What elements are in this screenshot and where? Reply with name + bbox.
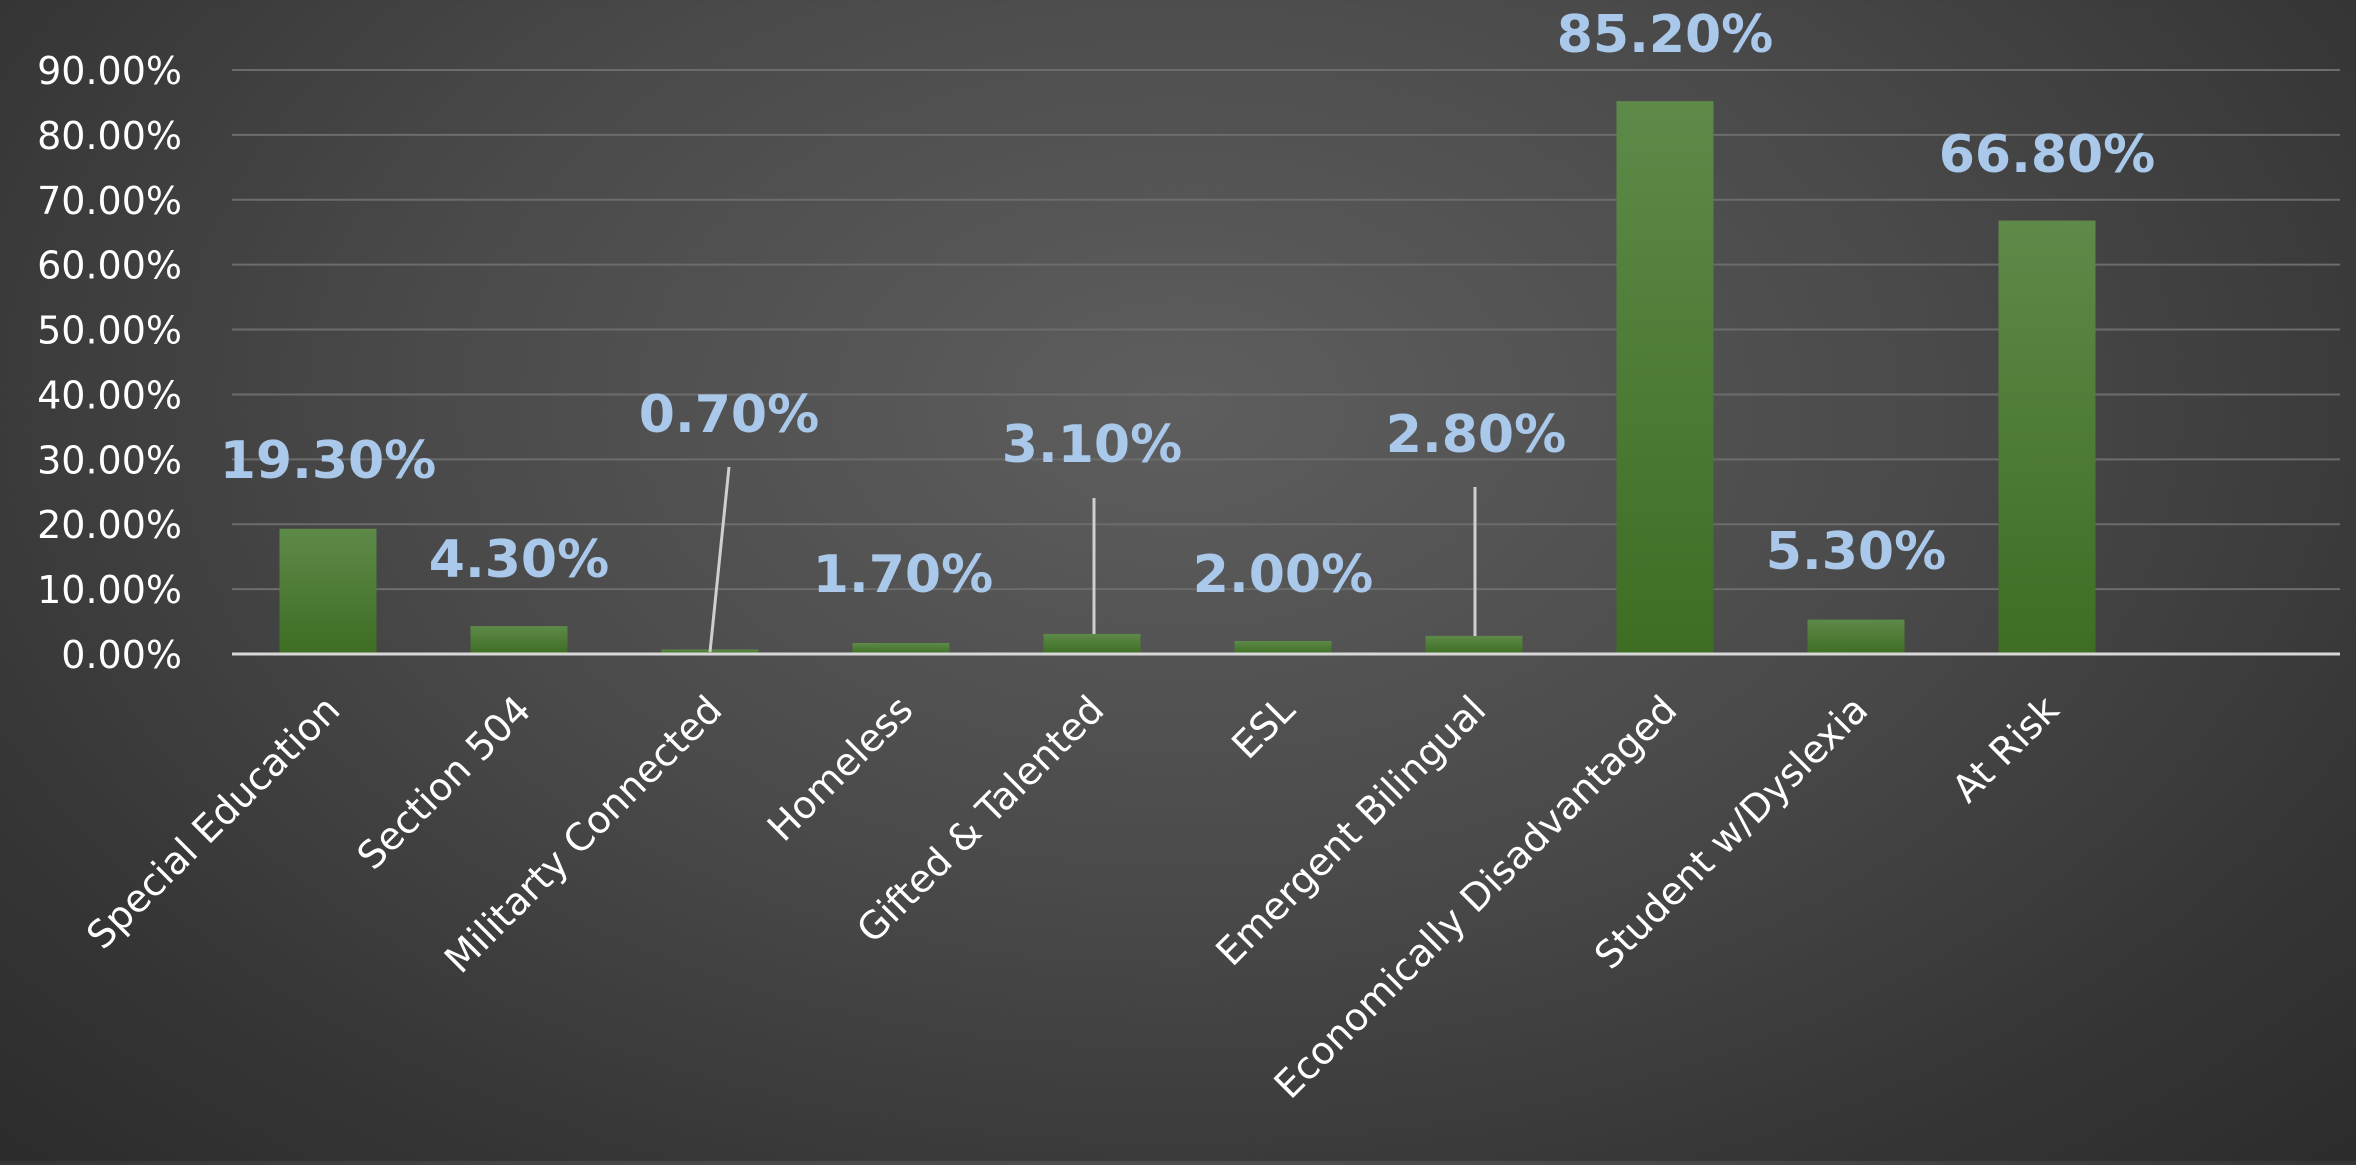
y-tick-label: 70.00%	[37, 179, 182, 223]
data-label: 1.70%	[813, 545, 993, 605]
y-tick-label: 80.00%	[37, 114, 182, 158]
bar	[470, 626, 568, 654]
data-label: 5.30%	[1766, 522, 1946, 582]
data-label: 4.30%	[429, 530, 609, 590]
bar	[1043, 633, 1141, 654]
category-label: Economically Disadvantaged	[1266, 687, 1686, 1107]
data-label: 19.30%	[220, 431, 437, 491]
bar	[1234, 641, 1332, 654]
category-label: Special Education	[78, 687, 348, 957]
data-label: 0.70%	[639, 385, 819, 445]
data-label: 85.20%	[1557, 5, 1774, 65]
leader-line	[708, 466, 731, 653]
bar	[1425, 635, 1523, 654]
category-label: Homeless	[759, 687, 921, 849]
data-label: 66.80%	[1939, 125, 2156, 185]
y-tick-label: 10.00%	[37, 568, 182, 612]
bar	[852, 642, 950, 654]
bar	[1616, 101, 1714, 654]
y-tick-label: 0.00%	[61, 633, 182, 677]
bars	[279, 101, 2096, 654]
data-label: 3.10%	[1002, 415, 1182, 475]
y-tick-label: 40.00%	[37, 373, 182, 417]
gridlines	[232, 69, 2340, 591]
data-label: 2.80%	[1386, 405, 1566, 465]
y-tick-label: 60.00%	[37, 244, 182, 288]
data-labels: 19.30% 4.30% 0.70% 1.70% 3.10% 2.00% 2.80% 85.2…	[220, 5, 2156, 605]
bar	[1998, 220, 2096, 654]
leader-lines	[708, 466, 1477, 653]
y-tick-label: 50.00%	[37, 309, 182, 353]
data-label: 2.00%	[1193, 545, 1373, 605]
bar	[1807, 619, 1905, 654]
y-tick-label: 30.00%	[37, 438, 182, 482]
category-label: Section 504	[349, 687, 540, 878]
y-axis-tick-labels: 0.00% 10.00% 20.00% 30.00% 40.00% 50.00% 60.00…	[37, 49, 182, 677]
category-label: ESL	[1223, 687, 1303, 767]
y-tick-label: 20.00%	[37, 503, 182, 547]
category-label: At Risk	[1944, 687, 2068, 811]
bar	[279, 528, 377, 654]
y-tick-label: 90.00%	[37, 49, 182, 93]
